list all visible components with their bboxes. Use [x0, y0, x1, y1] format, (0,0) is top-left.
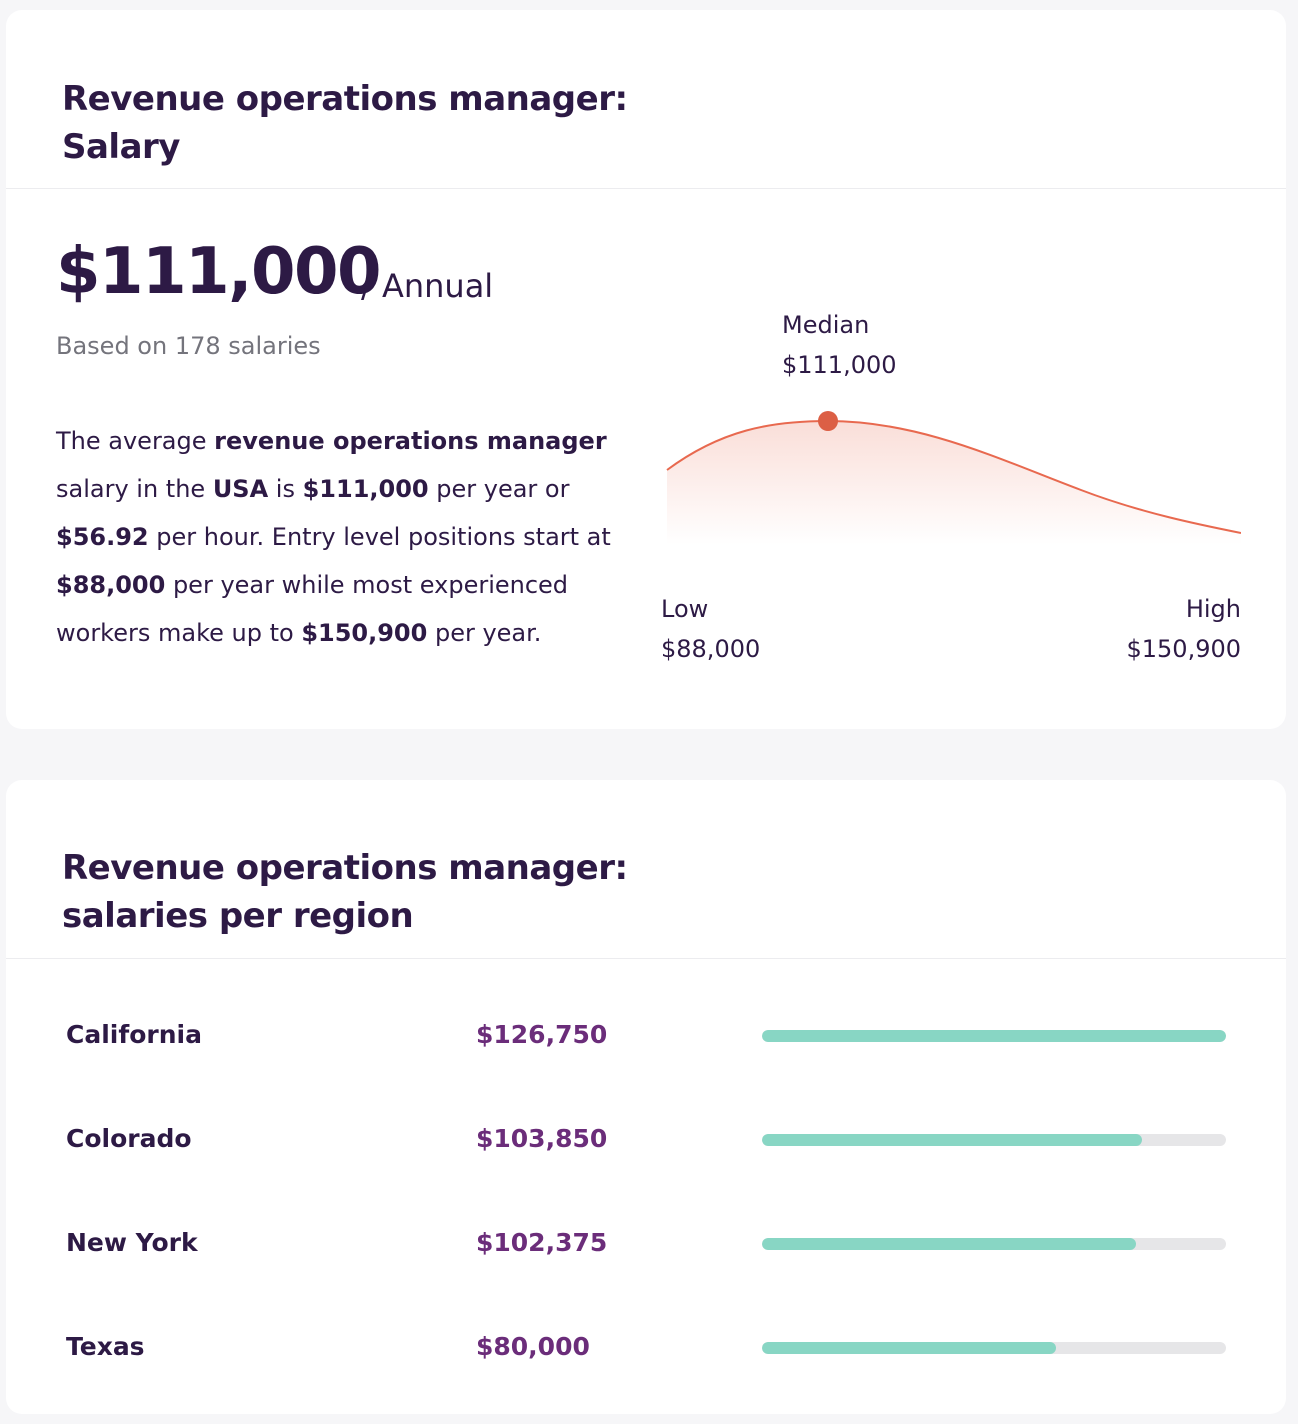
- desc-text: per year while most experienced workers …: [56, 571, 569, 647]
- desc-text: salary in the: [56, 475, 213, 503]
- region-name: California: [66, 1020, 202, 1049]
- region-card-title: Revenue operations manager: salaries per…: [62, 844, 628, 940]
- region-salary: $102,375: [476, 1228, 608, 1257]
- region-bar-track: [762, 1342, 1226, 1354]
- low-label: Low: [661, 595, 709, 623]
- region-salary: $126,750: [476, 1020, 608, 1049]
- desc-job: revenue operations manager: [214, 427, 607, 455]
- distribution-curve: [666, 411, 1241, 545]
- median-salary-amount: $111,000: [56, 235, 382, 309]
- salary-description: The average revenue operations manager s…: [56, 417, 646, 657]
- salary-period: / Annual: [361, 267, 494, 305]
- region-card-title-line2: salaries per region: [62, 896, 414, 936]
- desc-yearly: $111,000: [302, 475, 429, 503]
- median-value: $111,000: [782, 351, 897, 379]
- region-bar-fill: [762, 1238, 1137, 1250]
- salary-distribution-chart: Median $111,000 Low $88,000 High $150,90…: [661, 295, 1241, 675]
- region-salary: $103,850: [476, 1124, 608, 1153]
- region-name: Colorado: [66, 1124, 192, 1153]
- high-value: $150,900: [1126, 635, 1241, 663]
- salary-card-title-line1: Revenue operations manager:: [62, 79, 628, 119]
- region-bar-fill: [762, 1030, 1226, 1042]
- salary-card-title-line2: Salary: [62, 127, 180, 167]
- desc-text: per year or: [428, 475, 570, 503]
- desc-text: per year.: [427, 619, 542, 647]
- region-row: California $126,750: [66, 1015, 1226, 1055]
- salary-card-divider: [6, 188, 1286, 189]
- region-salary-card: Revenue operations manager: salaries per…: [6, 780, 1286, 1414]
- region-row: New York $102,375: [66, 1223, 1226, 1263]
- region-row: Colorado $103,850: [66, 1119, 1226, 1159]
- desc-country: USA: [212, 475, 269, 503]
- desc-entry: $88,000: [56, 571, 166, 599]
- region-row: Texas $80,000: [66, 1327, 1226, 1367]
- region-bar-track: [762, 1238, 1226, 1250]
- distribution-line: [666, 419, 1241, 534]
- median-label: Median: [782, 311, 870, 339]
- distribution-area: [667, 421, 1241, 545]
- desc-top: $150,900: [301, 619, 428, 647]
- region-name: Texas: [66, 1332, 145, 1361]
- desc-hourly: $56.92: [56, 523, 149, 551]
- desc-text: The average: [56, 427, 215, 455]
- salary-card-title: Revenue operations manager: Salary: [62, 75, 628, 171]
- region-card-divider: [6, 958, 1286, 959]
- median-marker: [818, 411, 838, 431]
- region-bar-track: [762, 1134, 1226, 1146]
- high-label: High: [1185, 595, 1241, 623]
- desc-text: per hour. Entry level positions start at: [148, 523, 611, 551]
- region-bar-fill: [762, 1134, 1143, 1146]
- region-bar-track: [762, 1030, 1226, 1042]
- region-salary: $80,000: [476, 1332, 590, 1361]
- region-name: New York: [66, 1228, 198, 1257]
- region-card-title-line1: Revenue operations manager:: [62, 848, 628, 888]
- region-bar-fill: [762, 1342, 1057, 1354]
- low-value: $88,000: [661, 635, 761, 663]
- salary-sample-count: Based on 178 salaries: [56, 332, 321, 360]
- desc-text: is: [268, 475, 303, 503]
- salary-card: Revenue operations manager: Salary $111,…: [6, 10, 1286, 729]
